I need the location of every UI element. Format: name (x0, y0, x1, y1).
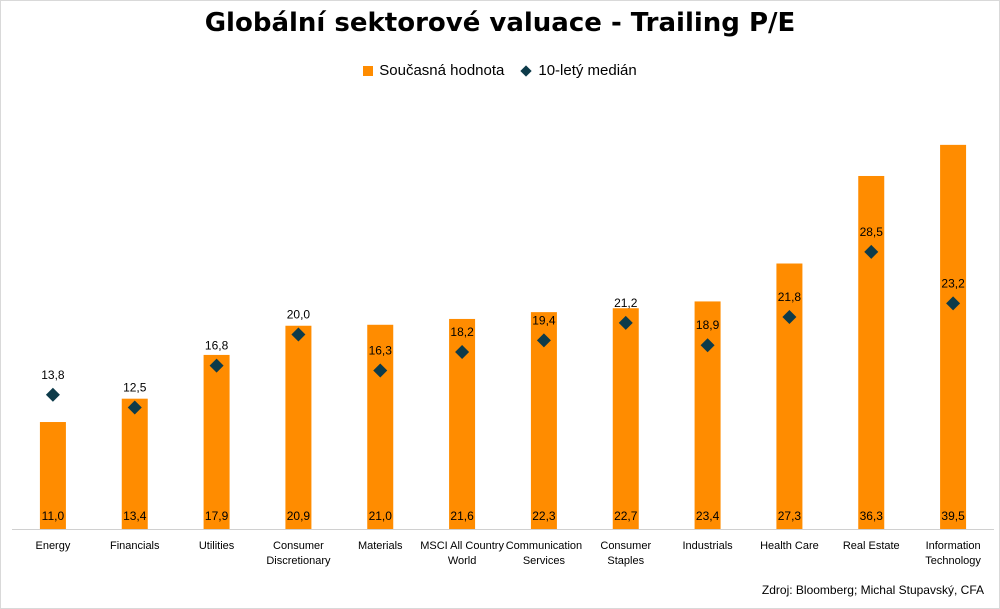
x-tick-label: Consumer (273, 540, 324, 552)
median-marker (209, 358, 224, 373)
bar-value-label: 39,5 (941, 509, 965, 523)
x-tick-label: Utilities (199, 540, 235, 552)
bar-value-label: 13,4 (123, 509, 147, 523)
chart-title: Globální sektorové valuace - Trailing P/… (204, 8, 796, 38)
median-value-label: 28,5 (860, 225, 884, 239)
median-marker (864, 244, 879, 259)
median-value-label: 16,3 (369, 343, 393, 357)
bar (121, 398, 148, 529)
source-note: Zdroj: Bloomberg; Michal Stupavský, CFA (761, 583, 984, 597)
legend-label-median: 10-letý medián (538, 62, 637, 79)
x-tick-label: World (448, 555, 477, 567)
median-marker (291, 327, 306, 342)
x-tick-label: Industrials (683, 540, 734, 552)
bar (39, 422, 66, 529)
bar-value-label: 21,6 (450, 509, 474, 523)
bar-value-label: 17,9 (205, 509, 229, 523)
median-value-label: 18,2 (450, 325, 474, 339)
x-tick-label: MSCI All Country (420, 540, 504, 552)
bar (612, 308, 639, 529)
x-tick-label: Health Care (760, 540, 819, 552)
bar (203, 354, 230, 529)
median-marker (373, 363, 388, 378)
x-tick-label: Information (926, 540, 981, 552)
x-tick-label: Materials (358, 540, 403, 552)
x-tick-label: Communication (506, 540, 582, 552)
legend-label-current: Současná hodnota (379, 62, 505, 79)
median-value-label: 13,8 (41, 368, 65, 382)
median-marker (45, 387, 60, 402)
median-marker (946, 296, 961, 311)
bar (367, 324, 394, 529)
bar-value-label: 21,0 (369, 509, 393, 523)
median-value-label: 20,0 (287, 308, 311, 322)
bar-value-label: 36,3 (860, 509, 884, 523)
x-tick-label: Consumer (600, 540, 651, 552)
median-value-label: 12,5 (123, 380, 147, 394)
bar (285, 325, 312, 529)
median-marker (536, 333, 551, 348)
x-tick-label: Discretionary (266, 555, 331, 567)
median-value-label: 16,8 (205, 339, 229, 353)
bar-value-label: 22,7 (614, 509, 638, 523)
median-marker (782, 309, 797, 324)
bar-value-label: 23,4 (696, 509, 720, 523)
x-tick-label: Energy (35, 540, 70, 552)
median-value-label: 19,4 (532, 313, 556, 327)
bar-value-label: 22,3 (532, 509, 556, 523)
x-tick-label: Financials (110, 540, 160, 552)
bar-value-label: 20,9 (287, 509, 311, 523)
x-tick-label: Staples (607, 555, 644, 567)
median-value-label: 21,2 (614, 296, 638, 310)
bar (858, 175, 885, 530)
x-tick-label: Real Estate (843, 540, 900, 552)
median-value-label: 23,2 (941, 276, 965, 290)
legend-item-current: Současná hodnota (363, 62, 504, 79)
bar-value-label: 27,3 (778, 509, 802, 523)
median-marker (127, 400, 142, 415)
bar (940, 144, 967, 530)
bar-value-label: 11,0 (42, 509, 65, 523)
x-tick-label: Technology (925, 555, 981, 567)
median-marker (455, 345, 470, 360)
bar (776, 263, 803, 529)
legend-item-median: 10-letý medián (520, 62, 637, 79)
legend: Současná hodnota 10-letý medián (0, 62, 1000, 79)
legend-bar-swatch (363, 65, 374, 76)
median-marker (618, 315, 633, 330)
x-tick-label: Services (523, 555, 566, 567)
median-value-label: 21,8 (778, 290, 802, 304)
bar (694, 301, 721, 529)
median-value-label: 18,9 (696, 318, 720, 332)
bar (530, 312, 557, 529)
median-marker (700, 338, 715, 353)
